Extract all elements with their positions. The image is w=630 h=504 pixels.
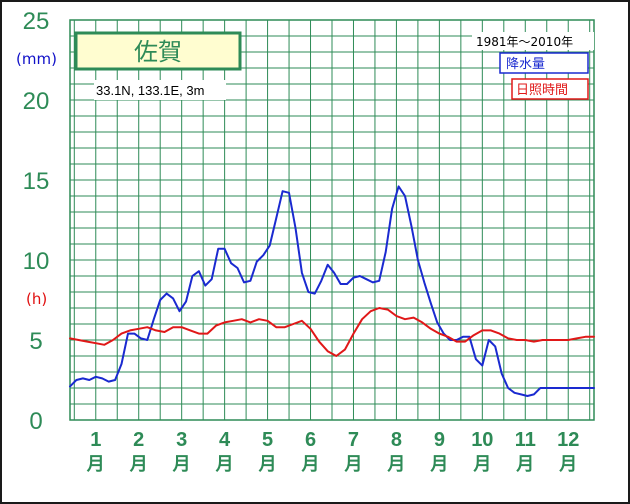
x-tick-label: 9 [434, 429, 445, 451]
y-tick-label: 0 [29, 408, 42, 435]
x-tick-unit: 月 [386, 454, 405, 475]
y-tick-label: 10 [23, 248, 50, 275]
y-axis-labels: 0 5 10 15 20 25 [23, 8, 50, 435]
x-axis-labels: 1 月 2 月 3 月 4 月 5 月 6 月 7 月 8 月 9 月 10 月 11 月 12 月 [86, 429, 580, 475]
y-tick-label: 5 [29, 328, 42, 355]
legend-sunshine-box [511, 78, 589, 100]
x-tick-label: 5 [262, 429, 273, 451]
x-tick-label: 7 [348, 429, 359, 451]
x-tick-label: 6 [305, 429, 316, 451]
legend-sunshine-label: 日照時間 [516, 83, 568, 98]
legend-precipitation-label: 降水量 [506, 57, 545, 72]
x-tick-unit: 月 [558, 454, 577, 475]
x-tick-label: 11 [515, 429, 536, 451]
x-tick-unit: 月 [258, 454, 277, 475]
y-unit-hours: (h) [26, 290, 47, 308]
x-tick-label: 12 [557, 429, 579, 451]
legend-precipitation-box [499, 52, 589, 74]
x-tick-unit: 月 [515, 454, 534, 475]
series-line-precipitation [69, 185, 595, 397]
x-tick-label: 2 [133, 429, 144, 451]
x-tick-unit: 月 [472, 454, 491, 475]
x-tick-unit: 月 [343, 454, 362, 475]
station-box: 佐賀 [74, 31, 242, 71]
y-tick-label: 15 [23, 168, 50, 195]
plot-border [69, 19, 595, 421]
x-tick-unit: 月 [172, 454, 191, 475]
station-box-frame [74, 31, 242, 71]
x-tick-unit: 月 [215, 454, 234, 475]
x-tick-unit: 月 [129, 454, 148, 475]
station-title: 佐賀 [134, 38, 182, 66]
series-line-sunshine [69, 307, 595, 357]
x-tick-label: 10 [471, 429, 493, 451]
x-tick-unit: 月 [429, 454, 448, 475]
x-tick-label: 4 [219, 429, 231, 451]
y-unit-mm: (mm) [16, 50, 57, 68]
station-coordinates: 33.1N, 133.1E, 3m [96, 83, 204, 98]
x-tick-label: 8 [391, 429, 402, 451]
coord-background [94, 80, 226, 100]
period-background [472, 32, 594, 50]
period-label: 1981年〜2010年 [476, 35, 573, 49]
legend: 降水量 日照時間 [499, 52, 589, 100]
series-lines [69, 185, 595, 397]
x-tick-unit: 月 [301, 454, 320, 475]
x-tick-unit: 月 [86, 454, 105, 475]
x-tick-label: 3 [176, 429, 187, 451]
x-tick-label: 1 [90, 429, 101, 451]
y-tick-label: 25 [23, 8, 50, 35]
y-tick-label: 20 [23, 88, 50, 115]
